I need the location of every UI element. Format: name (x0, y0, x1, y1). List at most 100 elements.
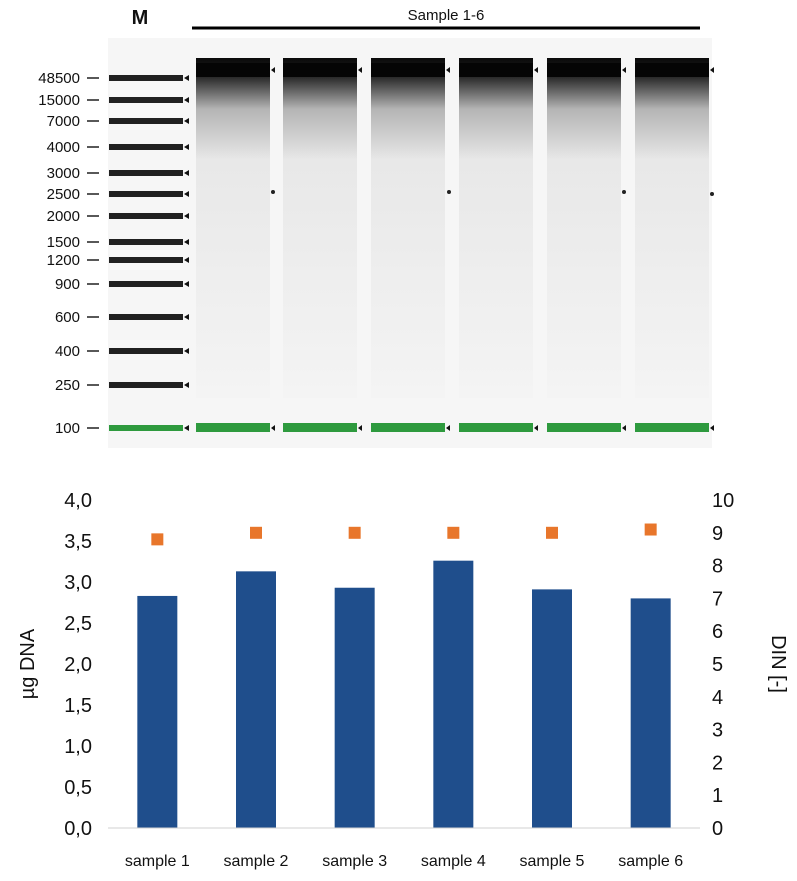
y-left-tick-label: 1,0 (64, 736, 92, 758)
lower-marker-band (547, 423, 621, 432)
y-left-tick-label: 2,0 (64, 654, 92, 676)
y-right-tick-label: 1 (712, 785, 723, 807)
genomic-dna-band (547, 63, 621, 77)
ladder-size-label: 7000 (47, 113, 80, 130)
marker-lane-label: M (132, 7, 149, 29)
band-marker (358, 425, 362, 431)
sample-lane-smear (196, 58, 270, 398)
y-right-tick-label: 10 (712, 490, 734, 512)
ladder-band-marker (184, 191, 189, 197)
ladder-size-label: 48500 (38, 70, 80, 87)
ladder-size-label: 15000 (38, 92, 80, 109)
ladder-band-marker (184, 75, 189, 81)
ladder-band (109, 281, 183, 287)
y-left-tick-label: 2,5 (64, 613, 92, 635)
y-right-tick-label: 6 (712, 621, 723, 643)
x-tick-label: sample 3 (322, 853, 387, 870)
band-marker (622, 67, 626, 73)
sample-lane-smear (371, 58, 445, 398)
bar (630, 598, 671, 828)
bar (532, 589, 572, 828)
genomic-dna-band (196, 63, 270, 77)
ladder-band-marker (184, 170, 189, 176)
ladder-size-label: 1200 (47, 252, 80, 269)
ladder-band (109, 144, 183, 150)
genomic-dna-band (459, 63, 533, 77)
bar (433, 560, 474, 828)
y-left-tick-label: 0,5 (64, 777, 92, 799)
y-axis-right-label: DIN [-] (767, 635, 789, 693)
y-axis-left-ticks: 0,0 0,5 1,0 1,5 2,0 2,5 3,0 3,5 4,0 (64, 490, 92, 840)
ladder-size-label: 400 (55, 343, 80, 360)
ladder-band (109, 348, 183, 354)
ladder-band (109, 170, 183, 176)
gel-image: M Sample 1-6 48500 15000 7000 4000 3000 2500 2… (38, 7, 714, 437)
y-left-tick-label: 0,0 (64, 818, 92, 840)
band-marker (622, 425, 626, 431)
sample-lanes (196, 58, 714, 432)
dna-yield-din-chart: 0,0 0,5 1,0 1,5 2,0 2,5 3,0 3,5 4,0 0 1 2 3 4 5 6 7 8 9 10… (17, 490, 789, 870)
y-left-tick-label: 3,5 (64, 531, 92, 553)
ladder-band (109, 239, 183, 245)
ladder-band-marker (184, 239, 189, 245)
lower-marker-band (283, 423, 357, 432)
x-tick-label: sample 5 (520, 853, 585, 870)
ladder-band (109, 257, 183, 263)
band-marker-dot (622, 190, 626, 194)
bar (137, 595, 178, 828)
ladder-band-marker (184, 382, 189, 388)
ladder-size-label: 4000 (47, 139, 80, 156)
band-marker (446, 425, 450, 431)
ladder-band-marker (184, 144, 189, 150)
ladder-size-label: 600 (55, 309, 80, 326)
lower-marker-band (196, 423, 270, 432)
bar (334, 587, 375, 828)
band-marker (710, 67, 714, 73)
band-marker (271, 67, 275, 73)
ladder-band-marker (184, 257, 189, 263)
x-axis-labels: sample 1 sample 2 sample 3 sample 4 sample 5… (125, 853, 683, 870)
sample-lane-smear (635, 58, 709, 398)
genomic-dna-band (371, 63, 445, 77)
band-marker (446, 67, 450, 73)
x-tick-label: sample 4 (421, 853, 486, 870)
genomic-dna-band (283, 63, 357, 77)
ladder-band-marker (184, 118, 189, 124)
ladder-size-label: 900 (55, 276, 80, 293)
band-marker (710, 425, 714, 431)
y-right-tick-label: 8 (712, 556, 723, 578)
band-marker (271, 425, 275, 431)
x-tick-label: sample 6 (618, 853, 683, 870)
band-marker (358, 67, 362, 73)
ladder-size-label: 2500 (47, 186, 80, 203)
ladder-size-label: 2000 (47, 208, 80, 225)
ladder-band (109, 118, 183, 124)
ladder-size-label: 250 (55, 377, 80, 394)
band-marker-dot (710, 192, 714, 196)
band-marker (534, 67, 538, 73)
ladder-band (109, 191, 183, 197)
bar-series (137, 560, 671, 828)
y-right-tick-label: 4 (712, 687, 723, 709)
ladder-band-marker (184, 97, 189, 103)
din-point (546, 526, 558, 539)
ladder-band-marker (184, 281, 189, 287)
lower-marker-band (459, 423, 533, 432)
sample-group-label: Sample 1-6 (408, 7, 485, 24)
ladder-band-marker (184, 348, 189, 354)
y-left-tick-label: 3,0 (64, 572, 92, 594)
ladder-band-marker (184, 314, 189, 320)
ladder-band-marker (184, 213, 189, 219)
x-tick-label: sample 1 (125, 853, 190, 870)
ladder-size-label: 3000 (47, 165, 80, 182)
ladder-band-marker (184, 425, 189, 431)
y-right-tick-label: 3 (712, 720, 723, 742)
genomic-dna-band (635, 63, 709, 77)
din-point (151, 533, 164, 546)
band-marker (534, 425, 538, 431)
din-point (250, 526, 262, 539)
lower-marker-band (371, 423, 445, 432)
din-point (348, 526, 361, 539)
y-left-tick-label: 4,0 (64, 490, 92, 512)
